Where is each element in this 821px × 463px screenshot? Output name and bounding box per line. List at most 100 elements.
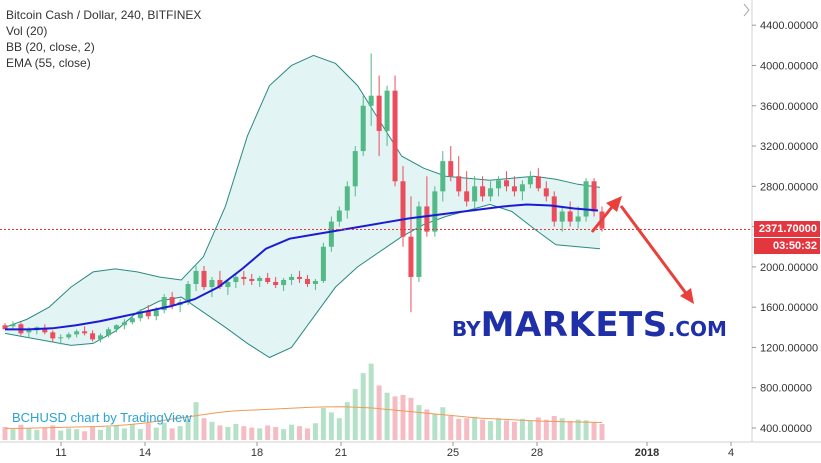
candle-body [591,181,597,212]
x-tick-label: 21 [335,447,347,458]
volume-bar [34,429,40,440]
candle-body [567,211,573,222]
volume-bar [344,402,350,440]
candle-body [98,335,104,340]
volume-bar [448,416,454,440]
legend-title: Bitcoin Cash / Dollar, 240, BITFINEX [6,8,202,22]
volume-bar [360,373,366,440]
y-tick-label: 3600.00000 [760,101,818,113]
candle-body [480,186,486,197]
candle-body [161,297,167,311]
volume-bar [50,425,56,440]
candle-body [336,210,342,222]
candle-body [169,297,175,306]
volume-ma-line [5,406,603,429]
volume-bar [424,409,430,440]
candle-body [185,283,191,303]
y-tick-label: 800.00000 [760,383,812,395]
volume-bar [161,422,167,440]
volume-bar [567,421,573,440]
volume-bar [66,428,72,440]
volume-bar [503,420,509,440]
candle-body [129,318,135,323]
volume-bar [559,418,565,440]
volume-bar [376,385,382,440]
candle-body [440,161,446,192]
volume-bar [177,426,183,440]
candle-body [265,277,271,282]
volume-bar [26,428,32,440]
candle-body [408,236,414,277]
candle-body [535,176,541,189]
y-tick-label: 4000.00000 [760,60,818,72]
candle-body [312,280,318,284]
candle-body [281,279,287,286]
y-tick-label: 400.00000 [760,423,812,435]
volume-bar [129,424,135,440]
candle-body [217,279,223,288]
volume-bar [496,418,502,440]
tradingview-credit-link[interactable]: BCHUSD chart by TradingView [12,410,192,425]
volume-bar [368,363,374,440]
scroll-right-icon [743,3,750,17]
volume-bar [456,418,462,440]
candle-body [519,184,525,192]
candle-body [392,90,398,182]
volume-bar [551,416,557,440]
y-tick-label: 3200.00000 [760,141,818,153]
volume-bar [488,421,494,440]
candle-body [456,176,462,192]
volume-bar [464,418,470,440]
x-tick-label: 25 [447,447,459,458]
candle-body [153,310,159,317]
legend-ema: EMA (55, close) [6,56,91,70]
y-tick-label: 4400.00000 [760,20,818,32]
volume-bar [145,423,151,440]
volume-bar [82,431,88,440]
candle-body [360,105,366,152]
candle-body [74,331,80,335]
candle-body [368,95,374,106]
candle-body [249,278,255,281]
candle-body [543,188,549,197]
last-price-label: 2371.70000 [754,221,820,237]
candle-body [209,279,215,288]
candle-body [416,206,422,277]
candle-body [297,276,303,279]
candle-body [121,322,127,326]
volume-bar [169,428,175,440]
candle-body [551,196,557,222]
candle-body [90,333,96,340]
volume-bar [591,422,597,440]
x-tick-label: 4 [728,447,734,458]
legend-vol: Vol (20) [6,24,48,38]
candle-body [384,90,390,131]
volume-bar [249,427,255,440]
candle-body [58,337,64,339]
volume-bar [217,425,223,440]
candle-body [289,276,295,280]
volume-bar [273,426,279,440]
volume-bar [320,408,326,440]
volume-bar [18,424,24,440]
candle-body [2,325,8,330]
volume-bar [408,397,414,440]
candle-body [233,276,239,282]
volume-bar [400,394,406,440]
volume-bar [535,417,541,440]
candle-body [488,188,494,197]
volume-bar [472,416,478,440]
candle-body [432,191,438,232]
candle-body [113,325,119,330]
candle-body [344,186,350,211]
candle-body [257,277,263,281]
volume-bar [241,426,247,440]
ema-line [5,203,599,331]
volume-bar [281,429,287,440]
volume-bar [90,426,96,440]
volume-bar [2,426,8,440]
volume-bar [98,429,104,440]
logo-by: BY [452,317,481,341]
arrow-down-segment [619,205,690,297]
volume-bar [121,428,127,440]
